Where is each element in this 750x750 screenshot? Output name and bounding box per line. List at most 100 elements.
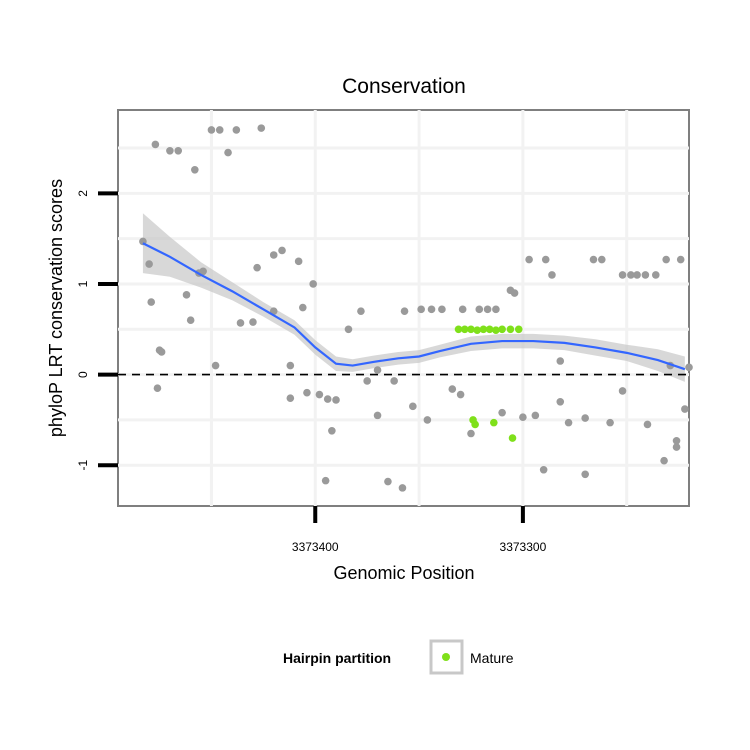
background-point [294, 257, 303, 266]
mature-point [471, 420, 479, 429]
smooth-line [142, 242, 686, 371]
confidence-band-area [142, 213, 685, 382]
background-point [315, 390, 324, 399]
background-point [363, 377, 371, 385]
background-point [681, 405, 689, 413]
background-point [606, 418, 614, 427]
background-point [153, 384, 162, 392]
background-point [676, 255, 685, 264]
legend-title: Hairpin partition [283, 650, 391, 666]
background-point [581, 470, 589, 479]
background-point [427, 305, 436, 314]
background-point [147, 298, 156, 306]
mature-point [506, 325, 515, 334]
background-point [398, 484, 407, 492]
background-point [236, 319, 245, 327]
background-point [269, 251, 278, 259]
background-point [400, 307, 409, 315]
background-point [627, 271, 635, 279]
background-point [519, 413, 527, 421]
background-point [492, 305, 500, 314]
background-point [417, 305, 425, 314]
background-point [651, 271, 660, 279]
y-tick-label: 2 [76, 190, 90, 197]
background-point [531, 411, 540, 420]
mature-point [467, 325, 475, 334]
mature-point [498, 325, 506, 334]
background-point [438, 305, 446, 314]
background-point [448, 385, 457, 393]
confidence-band [142, 213, 685, 382]
background-point [215, 126, 224, 134]
background-point [581, 414, 589, 422]
background-point [384, 477, 392, 486]
background-point [483, 305, 492, 314]
background-point [332, 396, 340, 404]
legend-key [429, 639, 464, 675]
background-point [641, 271, 650, 279]
background-point [458, 305, 467, 314]
background-point [564, 418, 573, 427]
background-point [548, 271, 556, 279]
background-point [257, 124, 266, 132]
background-point [541, 255, 550, 264]
background-point [423, 416, 432, 424]
background-point [409, 402, 417, 411]
chart-title: Conservation [342, 75, 466, 98]
background-point [633, 271, 641, 279]
y-tick-label: 1 [76, 280, 90, 287]
background-point [344, 325, 353, 334]
background-point [321, 476, 330, 485]
background-point [278, 246, 286, 255]
background-point [286, 394, 295, 402]
background-point [556, 397, 565, 406]
mature-point [514, 325, 523, 334]
background-point [211, 361, 220, 370]
mature-point [479, 325, 488, 334]
background-point [525, 255, 533, 264]
background-point [309, 280, 317, 288]
smooth-line-path [142, 242, 686, 371]
background-point [328, 426, 336, 435]
background-point [151, 140, 160, 149]
background-point [390, 377, 398, 385]
background-point [298, 303, 307, 312]
background-point [456, 390, 465, 399]
background-point [618, 387, 627, 395]
background-point [373, 366, 382, 374]
background-point [191, 166, 199, 174]
background-point [685, 363, 693, 372]
background-point [323, 395, 332, 403]
background-point [498, 408, 506, 417]
mature-point [485, 325, 494, 334]
background-point [510, 289, 519, 297]
x-axis-title: Genomic Position [333, 563, 474, 583]
background-point [597, 255, 606, 264]
background-point [556, 357, 565, 365]
background-point [618, 271, 627, 279]
y-tick-label: -1 [76, 460, 90, 471]
x-tick-label: 3373400 [292, 540, 339, 554]
background-point [232, 126, 241, 134]
background-point [662, 255, 670, 264]
background-point [174, 146, 183, 155]
background-point [286, 361, 295, 370]
background-point [303, 388, 311, 397]
x-axis: 3373400 3373300 [292, 506, 547, 554]
background-point [660, 456, 668, 465]
background-point [249, 318, 257, 326]
background-point [475, 305, 484, 314]
mature-point [473, 326, 482, 335]
background-point [589, 255, 598, 264]
background-point [672, 443, 681, 451]
background-point [643, 420, 652, 429]
y-tick-label: 0 [76, 371, 90, 378]
background-point [166, 146, 174, 155]
background-point [253, 263, 261, 272]
legend: Hairpin partition Mature [283, 639, 514, 675]
background-point [467, 429, 475, 438]
mature-point [490, 418, 498, 427]
data-points [139, 124, 693, 492]
legend-swatch-mature [442, 653, 450, 661]
